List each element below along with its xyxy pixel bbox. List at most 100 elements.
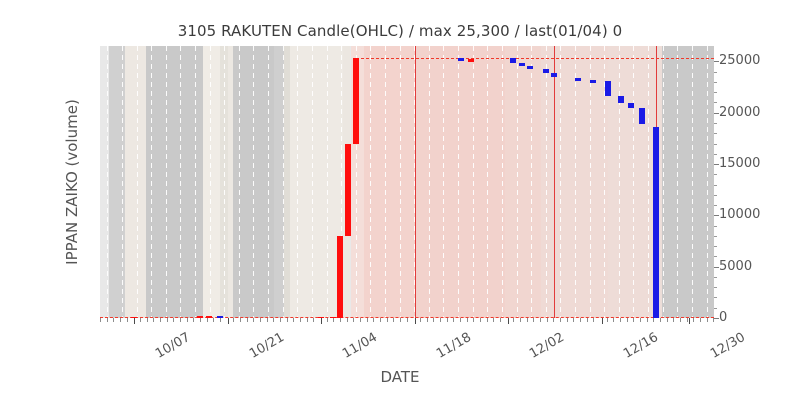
x-axis-label: DATE <box>380 368 420 386</box>
x-tick-minor <box>366 318 368 322</box>
gridline <box>487 46 488 318</box>
y-tick-minor <box>714 297 717 299</box>
gridline <box>575 46 576 318</box>
x-tick-minor <box>360 318 362 322</box>
x-tick-minor <box>693 318 695 322</box>
x-tick-minor <box>466 318 468 322</box>
x-tick-minor <box>646 318 648 322</box>
x-tick-minor <box>546 318 548 322</box>
gridline <box>137 46 138 318</box>
x-tick-minor <box>700 318 702 322</box>
x-tick-label: 11/04 <box>340 330 380 362</box>
x-tick-minor <box>333 318 335 322</box>
x-tick-minor <box>286 318 288 322</box>
candle-up <box>206 316 213 318</box>
x-tick-minor <box>280 318 282 322</box>
x-tick-minor <box>620 318 622 322</box>
background-band <box>273 46 285 318</box>
x-tick-minor <box>653 318 655 322</box>
gridline <box>370 46 371 318</box>
gridline <box>253 46 254 318</box>
y-tick-minor <box>714 133 717 135</box>
gridline <box>604 46 605 318</box>
background-band <box>203 46 221 318</box>
x-tick-minor <box>446 318 448 322</box>
gridline <box>180 46 181 318</box>
x-tick-minor <box>340 318 342 322</box>
gridline <box>195 46 196 318</box>
gridline <box>327 46 328 318</box>
x-tick-minor <box>380 318 382 322</box>
candle-down <box>551 72 558 77</box>
x-tick-minor <box>706 318 708 322</box>
x-tick-mark <box>508 318 510 324</box>
gridline <box>166 46 167 318</box>
x-tick-minor <box>260 318 262 322</box>
x-tick-minor <box>146 318 148 322</box>
x-tick-minor <box>213 318 215 322</box>
x-tick-mark <box>227 318 229 324</box>
gridline <box>517 46 518 318</box>
x-tick-minor <box>200 318 202 322</box>
y-tick-label: 15000 <box>719 156 761 172</box>
y-tick-label: 10000 <box>719 207 761 223</box>
x-tick-minor <box>640 318 642 322</box>
candle-down <box>652 127 659 318</box>
y-tick-mark <box>714 215 719 217</box>
x-tick-minor <box>273 318 275 322</box>
background-band <box>414 46 506 318</box>
x-tick-minor <box>326 318 328 322</box>
x-tick-minor <box>140 318 141 322</box>
x-tick-minor <box>426 318 428 322</box>
candle-down <box>458 58 465 62</box>
background-band <box>505 46 541 318</box>
gridline <box>633 46 634 318</box>
x-tick-minor <box>660 318 662 322</box>
plot-area <box>100 46 714 318</box>
candle-down <box>590 79 597 83</box>
y-tick-minor <box>714 153 717 155</box>
background-band <box>364 46 415 318</box>
gridline <box>312 46 313 318</box>
y-tick-minor <box>714 174 717 176</box>
candle-down <box>527 65 534 69</box>
x-tick-minor <box>460 318 462 322</box>
x-tick-minor <box>580 318 582 322</box>
background-band <box>146 46 204 318</box>
gridline <box>473 46 474 318</box>
x-tick-minor <box>106 318 108 322</box>
gridline <box>429 46 430 318</box>
y-tick-label: 25000 <box>719 53 761 69</box>
background-band <box>540 46 609 318</box>
gridline <box>151 46 152 318</box>
x-tick-minor <box>493 318 495 322</box>
x-tick-mark <box>133 318 135 324</box>
y-tick-label: 0 <box>719 310 728 325</box>
y-tick-minor <box>714 184 717 186</box>
x-tick-minor <box>100 318 101 322</box>
candle-up <box>197 316 204 318</box>
y-tick-mark <box>714 112 719 114</box>
x-tick-minor <box>533 318 535 322</box>
background-band <box>284 46 291 318</box>
x-tick-minor <box>586 318 588 322</box>
candle-up <box>468 59 475 63</box>
x-tick-minor <box>186 318 188 322</box>
gridline <box>239 46 240 318</box>
x-tick-minor <box>113 318 115 322</box>
x-tick-minor <box>120 318 121 322</box>
y-tick-mark <box>714 318 719 319</box>
x-tick-label: 12/02 <box>527 330 568 362</box>
x-tick-minor <box>626 318 628 322</box>
x-tick-minor <box>526 318 528 322</box>
gridline <box>692 46 693 318</box>
x-tick-minor <box>440 318 442 322</box>
background-band <box>124 46 147 318</box>
x-tick-minor <box>246 318 248 322</box>
candle-down <box>638 108 645 124</box>
x-tick-minor <box>593 318 595 322</box>
x-tick-minor <box>666 318 668 322</box>
x-tick-minor <box>300 318 302 322</box>
y-tick-minor <box>714 225 717 227</box>
background-band <box>100 46 109 318</box>
